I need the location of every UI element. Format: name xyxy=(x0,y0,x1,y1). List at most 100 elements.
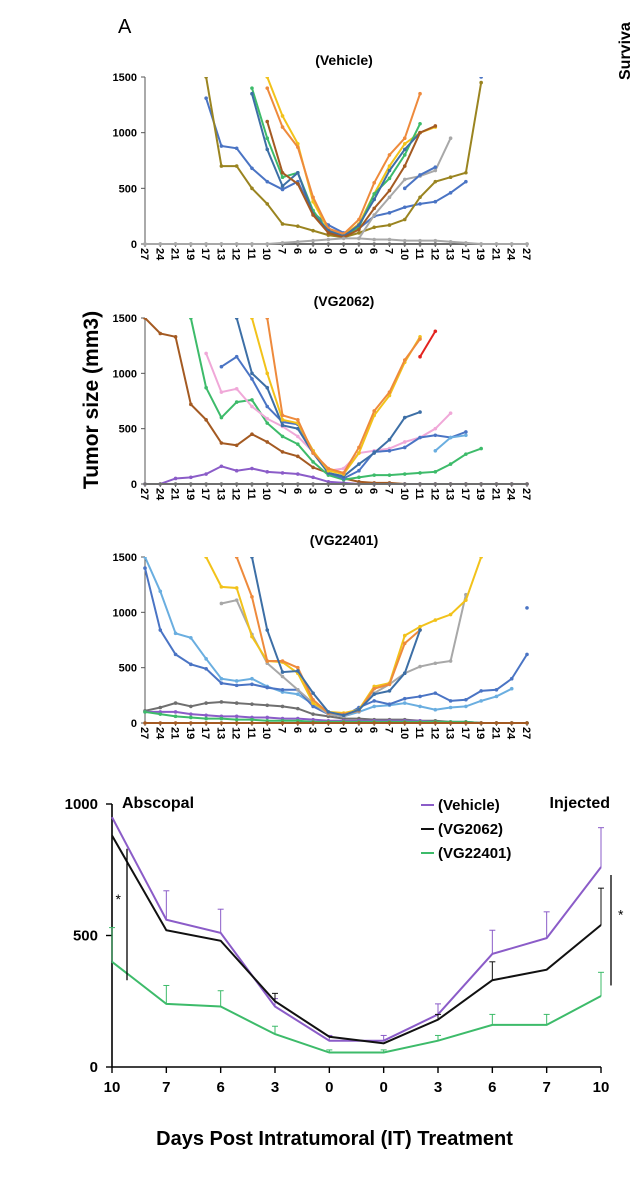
data-point xyxy=(189,662,193,667)
data-point xyxy=(372,686,377,691)
legend-label: (Vehicle) xyxy=(438,797,500,814)
x-tick-label: 11 xyxy=(245,248,257,260)
x-tick-label: 27 xyxy=(520,727,532,739)
data-point xyxy=(464,241,468,245)
data-point xyxy=(494,482,499,486)
data-point xyxy=(250,86,254,90)
x-tick-label: 12 xyxy=(428,248,440,260)
data-point xyxy=(250,91,254,96)
data-point xyxy=(433,238,438,243)
data-point xyxy=(494,688,499,692)
data-point xyxy=(387,168,392,173)
data-point xyxy=(357,451,361,455)
data-point xyxy=(387,164,392,168)
data-point xyxy=(189,635,193,640)
x-tick-label: 3 xyxy=(306,248,318,254)
significance-star-right: * xyxy=(618,907,624,923)
data-point xyxy=(433,618,438,622)
x-tick-label: 12 xyxy=(230,727,242,739)
data-point xyxy=(357,217,361,222)
data-point xyxy=(387,702,392,706)
data-point xyxy=(280,187,285,192)
x-tick-label: 6 xyxy=(367,727,379,733)
y-tick-label: 1500 xyxy=(113,552,137,564)
data-point xyxy=(234,679,239,683)
x-tick-label: 24 xyxy=(505,488,517,501)
data-point xyxy=(219,716,224,721)
series-line-11 xyxy=(145,237,527,245)
data-point xyxy=(402,671,407,675)
y-tick-label: 0 xyxy=(131,718,137,730)
data-point xyxy=(387,390,392,394)
data-point xyxy=(189,318,193,320)
series-line-0 xyxy=(205,97,467,234)
series-line-0 xyxy=(111,816,602,1042)
data-point xyxy=(204,418,208,422)
data-point xyxy=(448,435,453,440)
data-point xyxy=(219,441,224,445)
tumor-size-axis-label: Tumor size (mm3) xyxy=(80,311,103,489)
data-point xyxy=(234,701,239,705)
data-point xyxy=(296,688,300,692)
y-tick-label: 1500 xyxy=(113,313,137,325)
data-point xyxy=(402,445,407,450)
data-point xyxy=(372,721,377,725)
x-tick-label: 12 xyxy=(230,248,242,260)
y-tick-label: 500 xyxy=(119,183,137,195)
data-point xyxy=(234,242,239,246)
data-point xyxy=(250,721,254,725)
data-point xyxy=(433,433,438,438)
data-point xyxy=(158,712,163,716)
data-point xyxy=(234,714,239,719)
data-point xyxy=(234,146,239,151)
data-point xyxy=(189,715,193,720)
data-point xyxy=(509,676,514,681)
data-point xyxy=(326,721,331,725)
x-tick-label: 13 xyxy=(214,488,226,500)
data-point xyxy=(311,213,315,217)
x-tick-label: 7 xyxy=(276,488,288,494)
data-point xyxy=(296,434,300,439)
x-tick-label: 17 xyxy=(199,727,211,739)
data-point xyxy=(402,177,407,182)
data-point xyxy=(189,482,193,486)
data-point xyxy=(433,165,438,169)
data-point xyxy=(326,482,331,486)
x-tick-label: 7 xyxy=(162,1079,170,1096)
data-point xyxy=(219,415,224,420)
data-point xyxy=(250,717,254,722)
data-point xyxy=(296,418,300,422)
y-tick-label: 1000 xyxy=(113,607,137,619)
data-point xyxy=(418,173,422,177)
data-point xyxy=(280,418,285,422)
data-point xyxy=(418,354,422,359)
data-point xyxy=(250,682,254,687)
data-point xyxy=(418,624,422,629)
x-tick-label: 10 xyxy=(260,488,272,500)
series-line-5 xyxy=(235,318,421,478)
x-tick-label: 24 xyxy=(153,727,165,740)
data-point xyxy=(479,80,483,85)
data-point xyxy=(296,482,300,486)
data-point xyxy=(448,612,453,617)
data-point xyxy=(402,147,407,152)
data-point xyxy=(219,464,224,469)
data-point xyxy=(234,557,239,559)
data-point xyxy=(173,482,178,486)
series-line-2 xyxy=(111,961,602,1054)
data-point xyxy=(204,721,208,725)
data-point xyxy=(341,236,346,241)
data-point xyxy=(296,721,300,725)
x-tick-label: 21 xyxy=(169,488,181,500)
data-point xyxy=(204,242,208,246)
data-point xyxy=(402,153,407,157)
data-point xyxy=(357,462,361,466)
chart-title: (VG2062) xyxy=(314,293,375,309)
data-point xyxy=(296,665,300,670)
data-point xyxy=(204,385,208,390)
data-point xyxy=(418,130,422,135)
data-point xyxy=(525,721,529,725)
data-point xyxy=(448,239,453,244)
x-tick-label: 27 xyxy=(138,488,150,500)
